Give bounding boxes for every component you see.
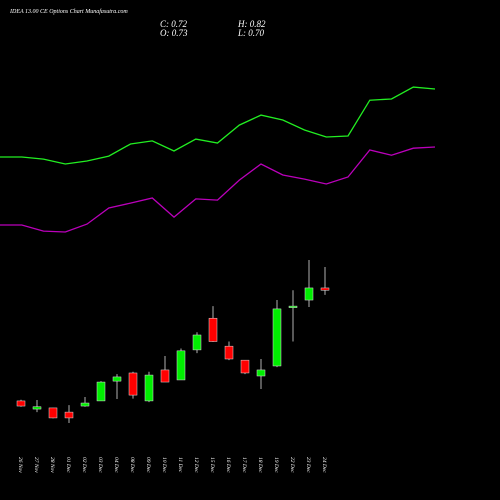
x-tick-label: 16 Dec <box>225 457 231 473</box>
candle-body <box>32 406 42 410</box>
candle-body <box>176 350 186 381</box>
candle-body <box>16 400 26 407</box>
x-tick-label: 18 Dec <box>257 457 263 473</box>
x-tick-label: 12 Dec <box>193 457 199 473</box>
x-tick-label: 08 Dec <box>129 457 135 473</box>
candle-body <box>112 376 122 382</box>
low-label: L: 0.70 <box>237 28 265 38</box>
x-tick-label: 27 Nov <box>33 457 39 473</box>
x-tick-label: 17 Dec <box>241 457 247 473</box>
x-tick-label: 24 Dec <box>321 457 328 473</box>
x-tick-label: 19 Dec <box>273 457 279 473</box>
candle-body <box>208 317 218 342</box>
open-label: O: 0.73 <box>160 28 188 38</box>
x-tick-label: 01 Dec <box>65 457 71 473</box>
candle-body <box>144 374 154 402</box>
x-tick-label: 22 Dec <box>289 457 295 473</box>
close-label: C: 0.72 <box>160 19 188 29</box>
band-line <box>0 146 436 233</box>
x-tick-label: 26 Nov <box>17 457 23 473</box>
candle-body <box>272 308 282 367</box>
high-label: H: 0.82 <box>237 19 266 29</box>
candle-body <box>288 305 298 308</box>
x-tick-label: 04 Dec <box>113 457 120 473</box>
x-tick-label: 03 Dec <box>97 457 103 473</box>
x-tick-label: 02 Dec <box>81 457 87 473</box>
candle-body <box>128 372 138 396</box>
x-tick-label: 15 Dec <box>209 457 215 473</box>
candle-body <box>80 402 90 407</box>
x-tick-label: 10 Dec <box>161 457 167 473</box>
x-tick-label: 23 Dec <box>305 457 311 473</box>
candle-body <box>192 334 202 351</box>
candle-body <box>96 381 106 402</box>
x-tick-label: 11 Dec <box>177 457 183 473</box>
candle-body <box>256 369 266 377</box>
candle-body <box>160 369 170 383</box>
candle-body <box>320 287 330 291</box>
candle-body <box>64 411 74 419</box>
x-tick-label: 28 Nov <box>49 457 55 473</box>
x-tick-label: 09 Dec <box>145 457 151 473</box>
candle-body <box>224 345 234 360</box>
candle-body <box>48 407 58 419</box>
candle-body <box>304 287 314 301</box>
band-line <box>0 86 436 165</box>
chart-title: IDEA 13.00 CE Options Chart Munafasutra.… <box>9 8 128 15</box>
candle-body <box>240 359 250 374</box>
